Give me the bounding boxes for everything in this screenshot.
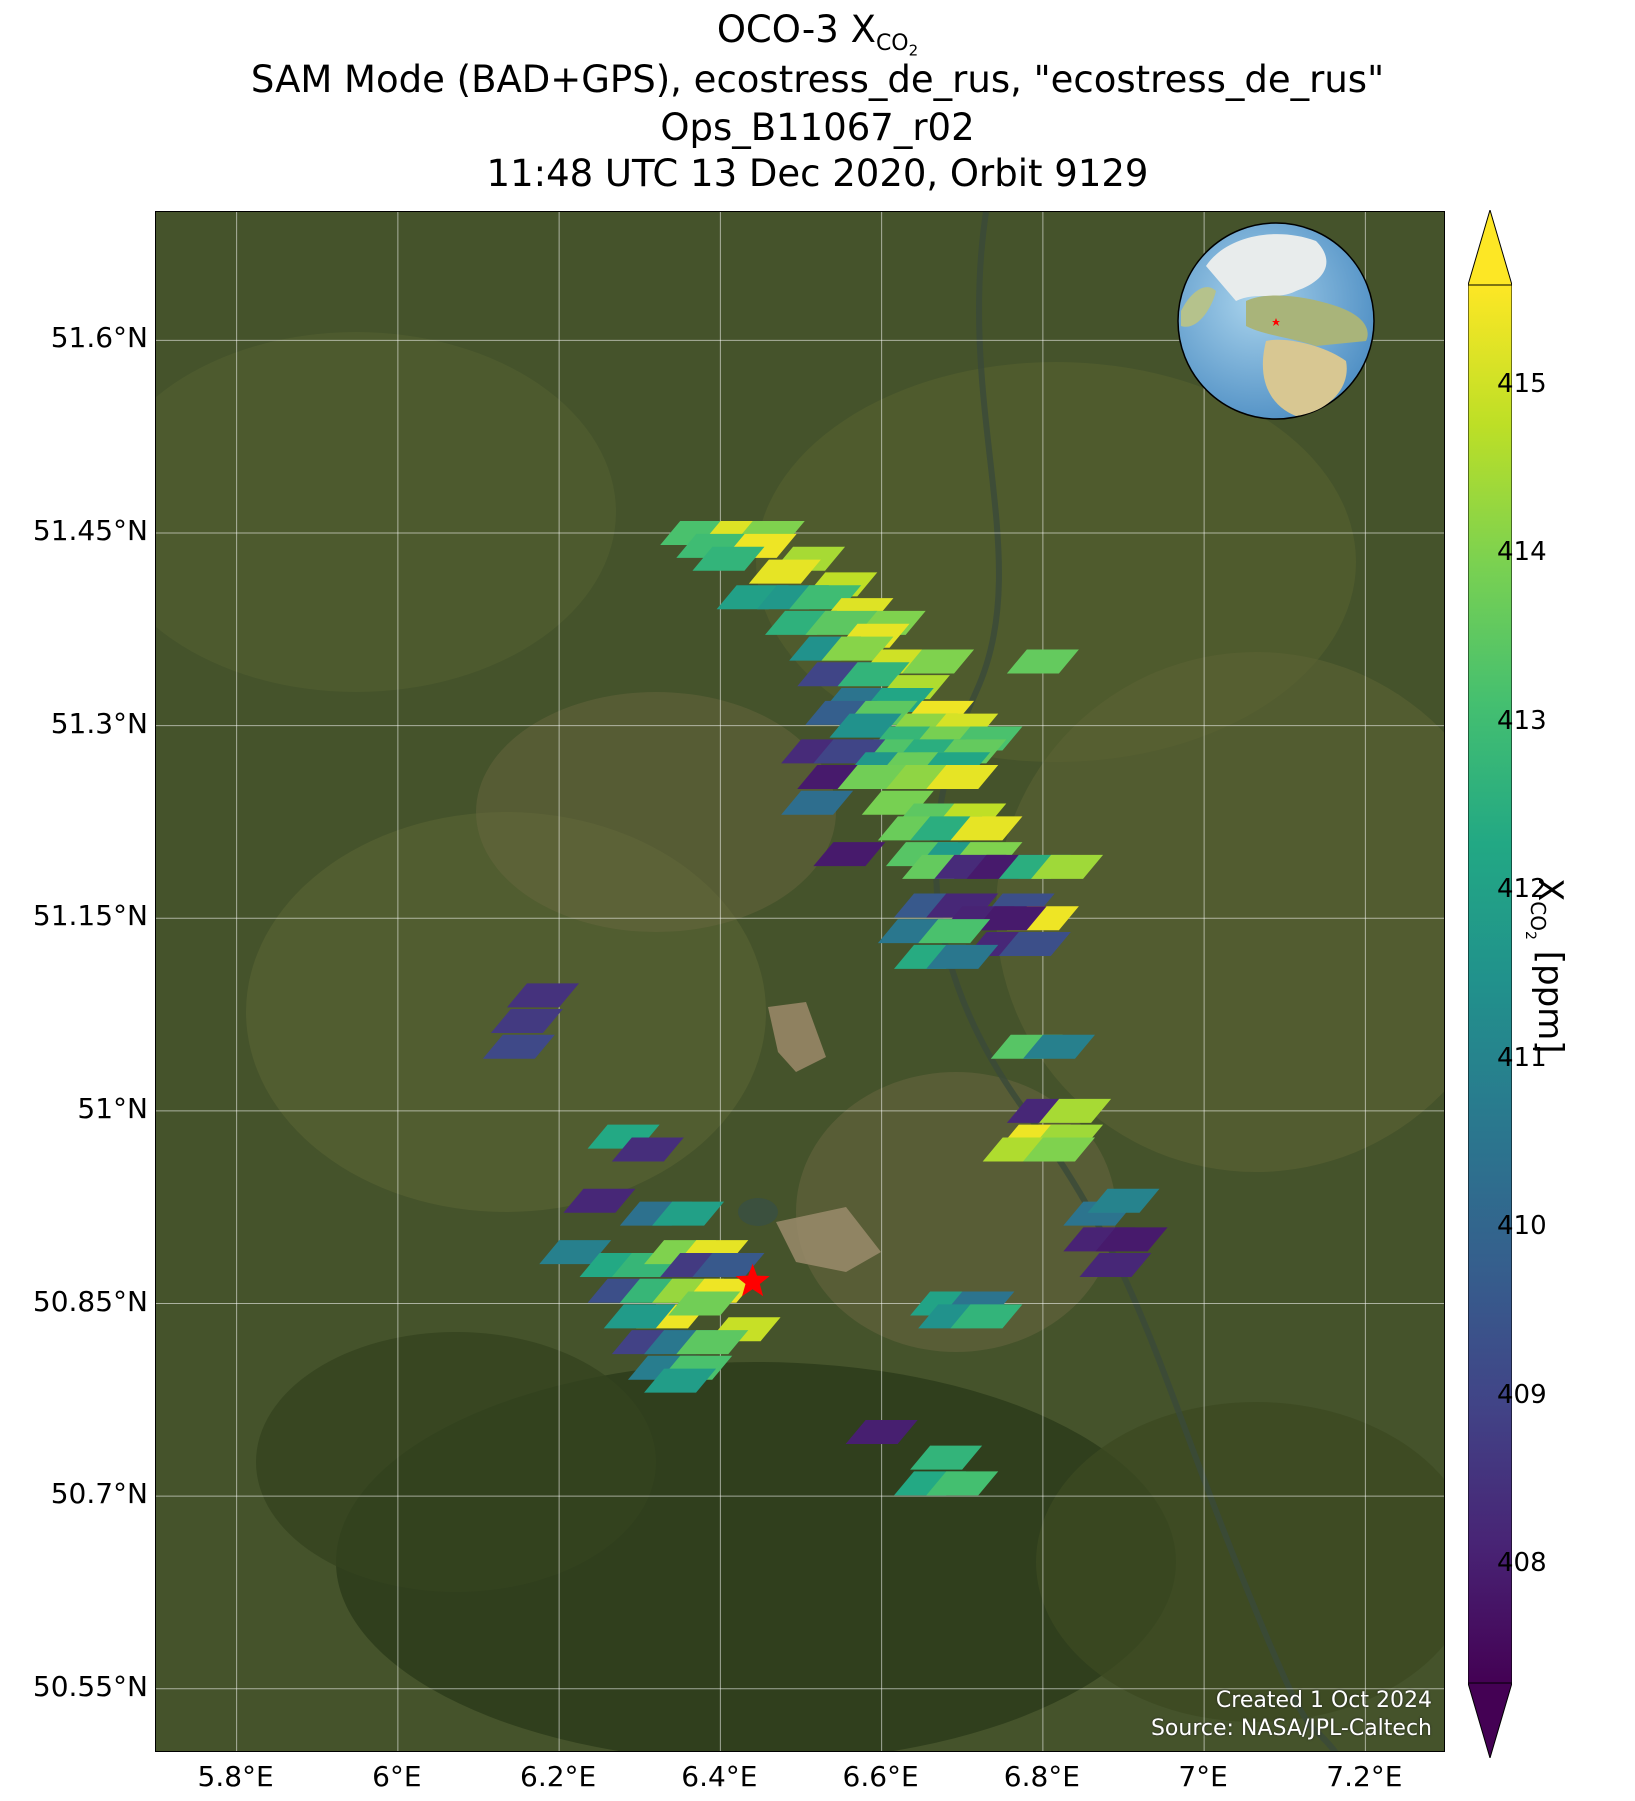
- source-credit: Source: NASA/JPL-Caltech: [1150, 1716, 1432, 1741]
- colorbar-tick-label: 410: [1497, 1211, 1547, 1242]
- red-star-icon: [735, 1263, 770, 1297]
- lon-tick-label: 6°E: [372, 1760, 422, 1793]
- lon-tick-label: 6.8°E: [1003, 1760, 1080, 1793]
- colorbar-tick-label: 415: [1497, 369, 1547, 400]
- xco2-sounding-cell: [1031, 854, 1104, 879]
- colorbar-tick-label: 414: [1497, 537, 1547, 568]
- lon-tick-label: 6.6°E: [842, 1760, 919, 1793]
- xco2-sounding-cell: [918, 919, 991, 944]
- xco2-sounding-cell: [1079, 1253, 1152, 1278]
- xco2-sounding-cell: [837, 662, 910, 687]
- xco2-sounding-cell: [539, 1240, 612, 1265]
- xco2-sounding-cell: [950, 816, 1023, 841]
- xco2-sounding-cell: [829, 713, 902, 738]
- lat-tick-label: 51.6°N: [50, 321, 148, 355]
- lat-tick-label: 51°N: [77, 1091, 148, 1125]
- lat-tick-label: 51.45°N: [32, 514, 148, 548]
- xco2-sounding-cell: [950, 1304, 1023, 1329]
- xco2-sounding-cell: [974, 906, 1047, 931]
- xco2-sounding-cell: [507, 983, 579, 1008]
- colorbar-tick-label: 408: [1497, 1548, 1547, 1579]
- xco2-sounding-cell: [668, 1291, 741, 1316]
- xco2-sounding-cell: [781, 790, 854, 815]
- xco2-sounding-cell: [563, 1188, 636, 1213]
- xco2-sounding-cell: [845, 1419, 918, 1444]
- xco2-sounding-cell: [926, 765, 999, 790]
- colorbar-tick-label: 413: [1497, 705, 1547, 736]
- globe-inset: [1177, 222, 1375, 420]
- lon-tick-label: 7.2°E: [1326, 1760, 1403, 1793]
- xco2-sounding-cell: [1023, 1137, 1095, 1162]
- created-date: Created 1 Oct 2024: [1215, 1688, 1432, 1713]
- lon-tick-label: 7°E: [1178, 1760, 1228, 1793]
- title-line-3: Ops_B11067_r02: [660, 106, 975, 149]
- colorbar-label: XCO2 [ppm]: [1522, 878, 1570, 1054]
- lon-tick-label: 6.2°E: [520, 1760, 597, 1793]
- xco2-sounding-cell: [748, 559, 821, 584]
- graticule: [156, 212, 1444, 1751]
- map-canvas: [156, 212, 1444, 1751]
- xco2-sounding-cell: [926, 944, 999, 969]
- lat-tick-label: 50.55°N: [32, 1669, 148, 1703]
- colorbar: [1468, 210, 1512, 1758]
- xco2-sounding-cell: [910, 1445, 983, 1470]
- lat-tick-label: 51.15°N: [32, 899, 148, 933]
- lat-tick-label: 50.7°N: [50, 1477, 148, 1511]
- xco2-sounding-cell: [813, 842, 886, 867]
- xco2-sounding-cell: [652, 1201, 725, 1226]
- xco2-sounding-cell: [692, 546, 765, 571]
- xco2-sounding-cell: [1087, 1188, 1160, 1213]
- xco2-sounding-cell: [611, 1137, 684, 1162]
- lon-tick-label: 5.8°E: [197, 1760, 274, 1793]
- xco2-sounding-cell: [902, 649, 975, 674]
- xco2-sounding-cell: [644, 1368, 717, 1393]
- xco2-sounding-cell: [1023, 1034, 1095, 1059]
- title-line-1: OCO-3 XCO2: [716, 8, 919, 60]
- satellite-map[interactable]: Created 1 Oct 2024 Source: NASA/JPL-Calt…: [155, 211, 1445, 1752]
- xco2-sounding-cell: [692, 1253, 765, 1278]
- title-line-4: 11:48 UTC 13 Dec 2020, Orbit 9129: [486, 152, 1149, 195]
- xco2-sounding-cell: [821, 636, 894, 661]
- xco2-sounding-cell: [490, 1009, 563, 1034]
- xco2-sounding-cell: [1095, 1227, 1168, 1252]
- xco2-sounding-cell: [676, 1330, 749, 1355]
- lon-tick-label: 6.4°E: [681, 1760, 758, 1793]
- lat-tick-label: 51.3°N: [50, 706, 148, 740]
- xco2-sounding-cell: [1039, 1098, 1112, 1123]
- lat-tick-label: 50.85°N: [32, 1284, 148, 1318]
- target-star-marker: [735, 1263, 770, 1297]
- globe-red-star-icon: [1272, 318, 1280, 326]
- xco2-sounding-cell: [482, 1034, 555, 1059]
- xco2-sounding-cell: [998, 931, 1071, 956]
- colorbar-tick-label: 411: [1497, 1042, 1547, 1073]
- xco2-soundings: [482, 521, 1168, 1496]
- xco2-sounding-cell: [926, 1471, 999, 1496]
- colorbar-tick-label: 409: [1497, 1379, 1547, 1410]
- xco2-sounding-cell: [603, 1304, 676, 1329]
- terrain-background: [156, 212, 1444, 1751]
- colorbar-tick-label: 412: [1497, 874, 1547, 905]
- title-line-2: SAM Mode (BAD+GPS), ecostress_de_rus, "e…: [250, 58, 1385, 101]
- xco2-sounding-cell: [1006, 649, 1079, 674]
